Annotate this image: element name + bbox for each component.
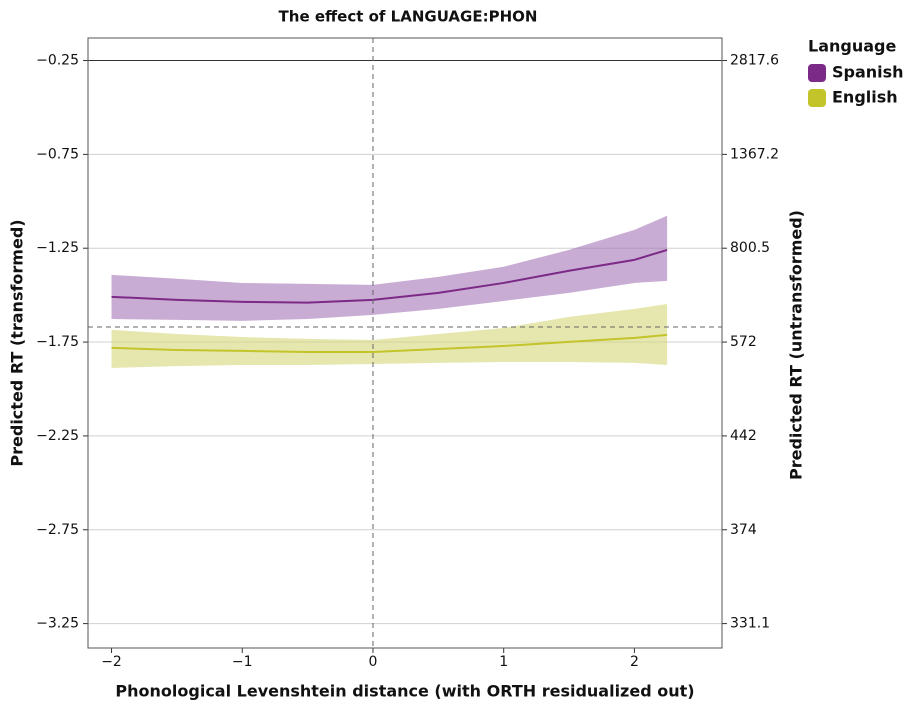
legend-key [808, 89, 826, 107]
legend-label: Spanish [832, 63, 904, 82]
x-tick-label: 2 [630, 654, 639, 670]
y-axis-title: Predicted RT (transformed) [8, 219, 27, 466]
y2-axis-title: Predicted RT (untransformed) [787, 210, 806, 480]
legend-label: English [832, 88, 898, 107]
y2-tick-label: 374 [730, 522, 757, 538]
legend-key [808, 64, 826, 82]
x-tick-label: 1 [499, 654, 508, 670]
y2-tick-label: 2817.6 [730, 53, 779, 69]
chart-title: The effect of LANGUAGE:PHON [279, 8, 538, 26]
y2-tick-label: 800.5 [730, 240, 770, 256]
y-tick-label: −2.25 [36, 428, 79, 444]
confidence-band [111, 215, 668, 321]
y-tick-label: −1.25 [36, 240, 79, 256]
y-tick-label: −2.75 [36, 522, 79, 538]
y2-tick-label: 1367.2 [730, 146, 779, 162]
plot-frame [87, 37, 723, 649]
legend-title: Language [808, 37, 896, 56]
y2-tick-label: 442 [730, 428, 757, 444]
line [111, 333, 668, 354]
y-tick-label: −0.75 [36, 146, 79, 162]
y-tick-label: −1.75 [36, 334, 79, 350]
line [111, 248, 668, 304]
x-tick-label: 0 [369, 654, 378, 670]
y2-tick-label: 572 [730, 334, 757, 350]
y-tick-label: −0.25 [36, 53, 79, 69]
y2-tick-label: 331.1 [730, 616, 770, 632]
x-axis-title: Phonological Levenshtein distance (with … [115, 682, 694, 701]
y-tick-label: −3.25 [36, 616, 79, 632]
x-tick-label: −2 [101, 654, 122, 670]
x-tick-label: −1 [232, 654, 253, 670]
